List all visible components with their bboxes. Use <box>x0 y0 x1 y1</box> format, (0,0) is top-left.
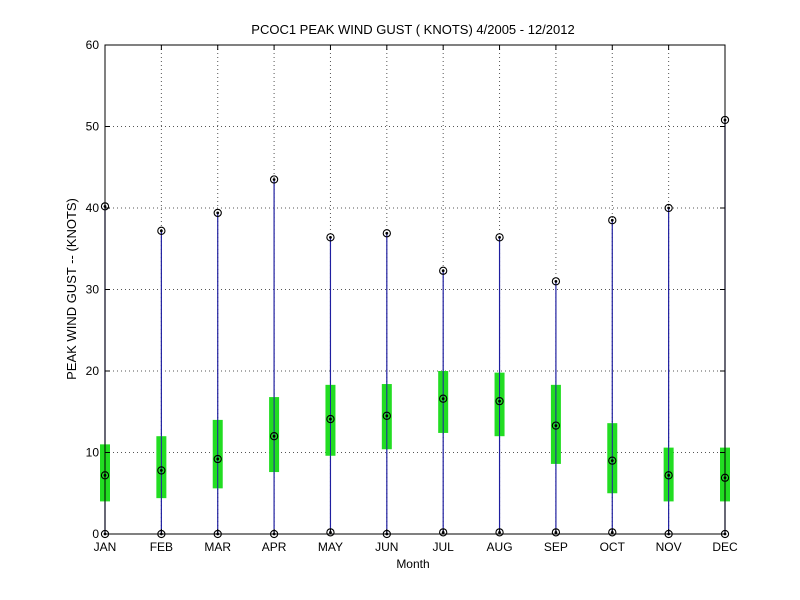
y-tick-label: 50 <box>86 120 100 134</box>
median-marker <box>439 394 448 403</box>
y-tick-label: 60 <box>86 38 100 52</box>
x-tick-label: MAR <box>204 540 231 554</box>
median-marker <box>326 414 335 424</box>
median-marker <box>269 432 279 441</box>
max-marker <box>664 203 673 213</box>
median-marker-dot <box>554 424 558 428</box>
box-mar <box>212 208 223 539</box>
y-tick-label: 10 <box>86 446 100 460</box>
x-tick-label: SEP <box>544 540 568 554</box>
median-marker-dot <box>272 434 276 438</box>
box-jul <box>438 266 449 537</box>
max-marker <box>157 226 166 235</box>
median-marker <box>382 411 391 420</box>
max-marker <box>213 208 222 218</box>
max-marker <box>608 216 617 225</box>
median-marker-dot <box>159 469 163 472</box>
max-marker-dot <box>159 229 163 233</box>
median-marker <box>157 466 166 475</box>
max-marker-dot <box>272 178 276 181</box>
y-tick-label: 0 <box>92 527 99 541</box>
y-tick-label: 40 <box>86 201 100 215</box>
x-tick-label: MAY <box>318 540 343 554</box>
max-marker-dot <box>498 235 501 239</box>
y-tick-label: 30 <box>86 283 100 297</box>
min-marker <box>439 528 448 537</box>
y-axis-label: PEAK WIND GUST -- (KNOTS) <box>64 198 79 380</box>
median-marker <box>495 397 504 406</box>
y-tick-label: 20 <box>86 364 100 378</box>
min-marker <box>551 528 561 537</box>
axis-ticks: 0 10 20 30 40 50 60 JAN FEB MAR APR MAY JUN JUL AUG SEP… <box>86 38 738 554</box>
max-marker-dot <box>216 211 220 215</box>
x-tick-label: FEB <box>150 540 173 554</box>
median-marker-dot <box>385 414 389 418</box>
box-sep <box>550 277 561 537</box>
max-marker-dot <box>610 218 614 222</box>
max-marker <box>269 175 279 184</box>
box-oct <box>607 216 618 537</box>
max-marker-dot <box>329 235 332 239</box>
x-tick-label: JUN <box>375 540 398 554</box>
median-marker <box>608 456 617 465</box>
x-axis-label: Month <box>396 557 429 571</box>
max-marker-dot <box>441 269 445 273</box>
min-marker <box>495 528 504 537</box>
chart-title: PCOC1 PEAK WIND GUST ( KNOTS) 4/2005 - 1… <box>251 22 574 37</box>
median-marker-dot <box>667 473 671 477</box>
x-tick-label: AUG <box>487 540 513 554</box>
median-marker-dot <box>610 459 614 463</box>
x-tick-label: DEC <box>712 540 738 554</box>
max-marker-dot <box>667 206 671 210</box>
max-marker <box>326 233 335 242</box>
median-marker <box>664 471 673 480</box>
median-marker-dot <box>329 417 332 421</box>
x-tick-label: OCT <box>600 540 626 554</box>
x-tick-label: JAN <box>94 540 117 554</box>
x-tick-label: NOV <box>656 540 682 554</box>
max-marker <box>495 233 504 242</box>
max-marker <box>551 277 561 286</box>
min-marker <box>608 528 617 537</box>
median-marker-dot <box>216 457 220 461</box>
max-marker <box>439 266 448 275</box>
median-marker-dot <box>441 397 445 401</box>
max-marker-dot <box>554 279 558 283</box>
min-marker <box>326 528 335 537</box>
median-marker <box>213 454 222 464</box>
box-aug <box>494 233 505 537</box>
median-marker-dot <box>498 399 501 403</box>
median-marker <box>551 421 561 430</box>
x-tick-label: JUL <box>433 540 455 554</box>
x-tick-label: APR <box>262 540 287 554</box>
max-marker <box>382 229 391 238</box>
max-marker-dot <box>385 231 389 235</box>
